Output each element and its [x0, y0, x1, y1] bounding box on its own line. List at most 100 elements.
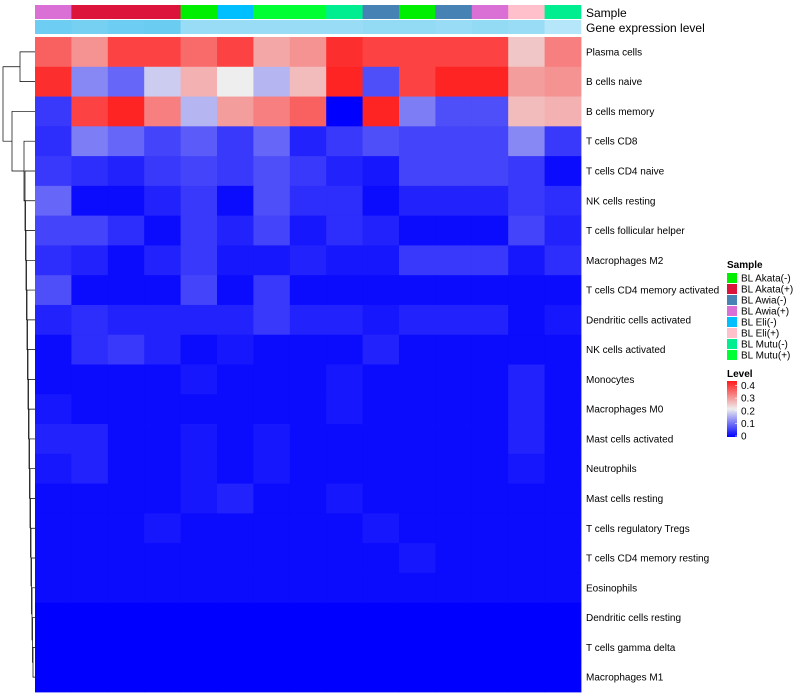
heatmap-cell [35, 662, 72, 693]
heatmap-cell [399, 37, 436, 68]
heatmap-cell [289, 364, 327, 395]
row-label: Mast cells resting [586, 494, 663, 505]
heatmap-cell [435, 453, 473, 484]
heatmap-cell [144, 37, 181, 68]
heatmap-cell [144, 334, 181, 365]
heatmap-cell [107, 304, 145, 336]
heatmap-cell [71, 126, 109, 157]
expression-annotation-cell [544, 20, 582, 34]
heatmap-cell [71, 96, 109, 127]
heatmap-cell [71, 304, 109, 336]
heatmap-cell [326, 66, 363, 97]
row-label: Macrophages M1 [586, 673, 664, 684]
heatmap-cell [35, 543, 72, 574]
row-label: Plasma cells [586, 47, 642, 58]
heatmap-cell [399, 156, 436, 187]
heatmap-cell [253, 37, 291, 68]
heatmap-cell [217, 245, 254, 276]
heatmap-cell [180, 304, 218, 336]
heatmap-cell [362, 543, 400, 574]
heatmap-cell [435, 632, 473, 663]
heatmap-cell [217, 513, 254, 544]
heatmap-cell [35, 66, 72, 97]
heatmap-cell [399, 364, 436, 395]
expression-annotation-cell [471, 20, 509, 34]
heatmap-cell [71, 245, 109, 276]
heatmap-cell [435, 364, 473, 395]
expression-annotation-cell [71, 20, 109, 34]
row-label: Macrophages M0 [586, 405, 664, 416]
heatmap-cell [508, 215, 545, 246]
heatmap-cell [253, 156, 291, 187]
heatmap-cell [180, 364, 218, 395]
heatmap-cell [217, 424, 254, 455]
heatmap-cell [144, 513, 181, 544]
heatmap-cell [253, 185, 291, 217]
sample-legend-label: BL Awia(-) [741, 296, 787, 307]
heatmap-cell [71, 364, 109, 395]
row-dendrogram [2, 51, 35, 678]
sample-annotation-cell [544, 5, 582, 19]
heatmap-cell [180, 66, 218, 97]
heatmap-cell [253, 394, 291, 425]
heatmap-cell [326, 37, 363, 68]
heatmap-cell [107, 662, 145, 693]
heatmap-cell [107, 185, 145, 217]
heatmap-cell [144, 275, 181, 306]
heatmap-cell [399, 275, 436, 306]
heatmap-cell [180, 96, 218, 127]
heatmap-cell [435, 37, 473, 68]
heatmap-cell [180, 602, 218, 633]
heatmap-cell [362, 394, 400, 425]
heatmap-cell [362, 572, 400, 604]
heatmap-cell [544, 662, 582, 693]
heatmap-cell [326, 483, 363, 514]
sample-legend-swatch [727, 295, 737, 305]
heatmap-cell [508, 483, 545, 514]
heatmap-cell [471, 662, 509, 693]
level-colorbar [727, 381, 737, 437]
heatmap-cell [508, 602, 545, 633]
heatmap-cell [107, 275, 145, 306]
heatmap-cell [435, 304, 473, 336]
heatmap-cell [399, 453, 436, 484]
heatmap-cell [326, 156, 363, 187]
heatmap-cell [71, 483, 109, 514]
heatmap-cell [508, 275, 545, 306]
heatmap-cell [362, 37, 400, 68]
heatmap-cell [180, 245, 218, 276]
heatmap-cell [289, 185, 327, 217]
sample-annotation-cell [107, 5, 145, 19]
heatmap-cell [253, 66, 291, 97]
row-label: T cells CD4 memory resting [586, 554, 709, 565]
heatmap-cell [362, 632, 400, 663]
heatmap-cell [326, 424, 363, 455]
heatmap-cell [544, 66, 582, 97]
heatmap-cell [508, 572, 545, 604]
heatmap-cell [508, 304, 545, 336]
heatmap-cell [217, 37, 254, 68]
heatmap-cell [289, 126, 327, 157]
heatmap-cell [508, 245, 545, 276]
heatmap-cell [35, 275, 72, 306]
sample-legend-swatch [727, 273, 737, 283]
heatmap-cell [508, 334, 545, 365]
heatmap-cell [544, 394, 582, 425]
heatmap-cell [35, 483, 72, 514]
heatmap-cell [326, 334, 363, 365]
expression-annotation-cell [217, 20, 254, 34]
heatmap-cell [362, 126, 400, 157]
heatmap-cell [253, 572, 291, 604]
row-labels: Plasma cells B cells naive B cells memory T… [586, 47, 719, 683]
heatmap-cell [289, 543, 327, 574]
heatmap-cell [399, 245, 436, 276]
heatmap-cell [144, 632, 181, 663]
heatmap-cell [217, 126, 254, 157]
row-label: T cells CD8 [586, 137, 638, 148]
heatmap-cell [71, 453, 109, 484]
heatmap-cell [544, 364, 582, 395]
heatmap-cell [471, 364, 509, 395]
heatmap-cell [253, 662, 291, 693]
heatmap-cell [107, 543, 145, 574]
heatmap-cell [217, 632, 254, 663]
